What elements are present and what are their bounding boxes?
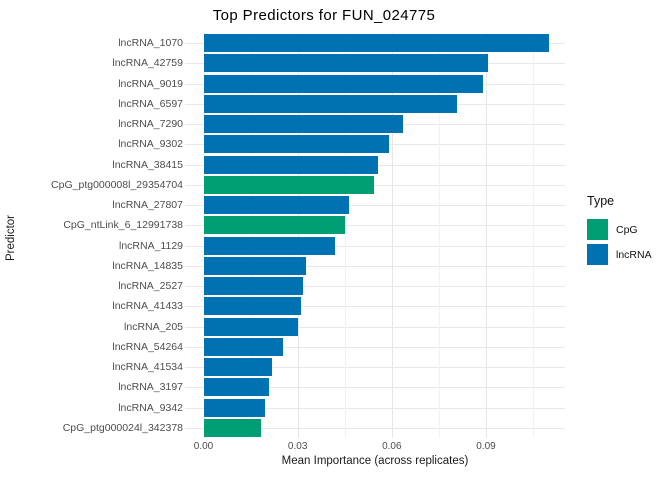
y-axis-label: lncRNA_9302 (118, 138, 183, 151)
y-axis-label: lncRNA_41433 (112, 300, 183, 313)
y-axis-label: lncRNA_205 (124, 320, 183, 333)
gridline-horizontal (185, 265, 565, 267)
y-axis-label: lncRNA_7290 (118, 118, 183, 130)
gridline-horizontal (185, 326, 565, 328)
gridline-vertical-minor (344, 33, 346, 438)
y-axis-label: lncRNA_54264 (112, 340, 183, 353)
gridline-horizontal (185, 387, 565, 389)
y-axis-label: lncRNA_41534 (112, 361, 183, 373)
bar-lncRNA_1070 (203, 34, 549, 53)
y-axis-label: lncRNA_1129 (118, 239, 183, 252)
gridline-horizontal (185, 225, 565, 227)
legend-label: CpG (616, 223, 638, 236)
bar-lncRNA_54264 (203, 337, 283, 356)
gridline-horizontal (185, 286, 565, 288)
gridline-vertical-major (203, 33, 205, 438)
chart-title: Top Predictors for FUN_024775 (212, 7, 436, 24)
bar-lncRNA_3197 (203, 378, 270, 397)
gridline-horizontal (185, 367, 565, 369)
legend-swatch-lncRNA (587, 244, 608, 265)
gridline-vertical-minor (438, 33, 440, 438)
gridline-horizontal (185, 306, 565, 308)
y-axis-label: lncRNA_27807 (112, 199, 183, 211)
bar-lncRNA_2527 (203, 277, 303, 296)
gridline-horizontal (185, 407, 565, 409)
bar-CpG_ptg000024l_342378 (203, 418, 261, 437)
y-axis-label: lncRNA_14835 (112, 259, 183, 272)
gridline-horizontal (185, 184, 565, 186)
bar-lncRNA_6597 (203, 94, 458, 113)
gridline-vertical-minor (250, 33, 252, 438)
bar-lncRNA_41433 (203, 297, 302, 316)
gridline-vertical-major (486, 33, 487, 438)
x-tick-label: 0.09 (476, 441, 496, 452)
y-axis-label: lncRNA_2527 (118, 280, 183, 292)
legend-item-lncRNA: lncRNA (587, 244, 652, 265)
bar-lncRNA_41534 (203, 358, 273, 377)
legend-item-CpG: CpG (587, 219, 652, 240)
bar-lncRNA_14835 (203, 256, 306, 275)
y-axis-label: lncRNA_42759 (112, 57, 183, 70)
gridline-vertical-minor (533, 33, 535, 438)
bar-lncRNA_9342 (203, 398, 266, 417)
bar-lncRNA_9019 (203, 74, 483, 93)
bar-lncRNA_9302 (203, 135, 389, 154)
bar-lncRNA_27807 (203, 196, 349, 215)
x-tick-label: 0.00 (193, 441, 214, 452)
bar-CpG_ptg000008l_29354704 (203, 175, 374, 194)
y-axis-label: lncRNA_3197 (118, 381, 183, 394)
y-axis-label: lncRNA_1070 (118, 37, 183, 49)
legend-title: Type (587, 194, 615, 208)
legend-label: lncRNA (616, 248, 652, 261)
gridline-horizontal (185, 346, 565, 348)
legend-swatch-CpG (587, 219, 608, 240)
y-axis-label: lncRNA_9019 (118, 77, 183, 90)
y-axis-label: lncRNA_9342 (118, 401, 183, 414)
x-tick-label: 0.03 (287, 441, 308, 452)
gridline-horizontal (185, 245, 565, 247)
legend-items: CpG lncRNA (587, 219, 652, 265)
y-axis-label: lncRNA_38415 (112, 158, 183, 171)
bar-lncRNA_1129 (203, 236, 335, 255)
gridline-horizontal (185, 205, 565, 207)
gridline-vertical-major (297, 33, 299, 438)
x-axis-title: Mean Importance (across replicates) (281, 455, 469, 467)
gridline-vertical-major (391, 33, 393, 438)
bar-lncRNA_205 (203, 317, 298, 336)
bar-lncRNA_42759 (203, 54, 488, 73)
bar-lncRNA_38415 (203, 155, 378, 174)
y-axis-label: CpG_ntLink_6_12991738 (63, 219, 183, 232)
x-tick-label: 0.06 (382, 441, 402, 452)
gridline-horizontal (185, 427, 565, 429)
y-axis-label: CpG_ptg000024l_342378 (62, 421, 183, 434)
y-axis-label: CpG_ptg000008l_29354704 (51, 178, 183, 191)
bar-CpG_ntLink_6_12991738 (203, 216, 346, 235)
bar-lncRNA_7290 (203, 115, 404, 134)
y-axis-label: lncRNA_6597 (118, 97, 183, 110)
legend: Type CpG lncRNA (587, 194, 652, 269)
